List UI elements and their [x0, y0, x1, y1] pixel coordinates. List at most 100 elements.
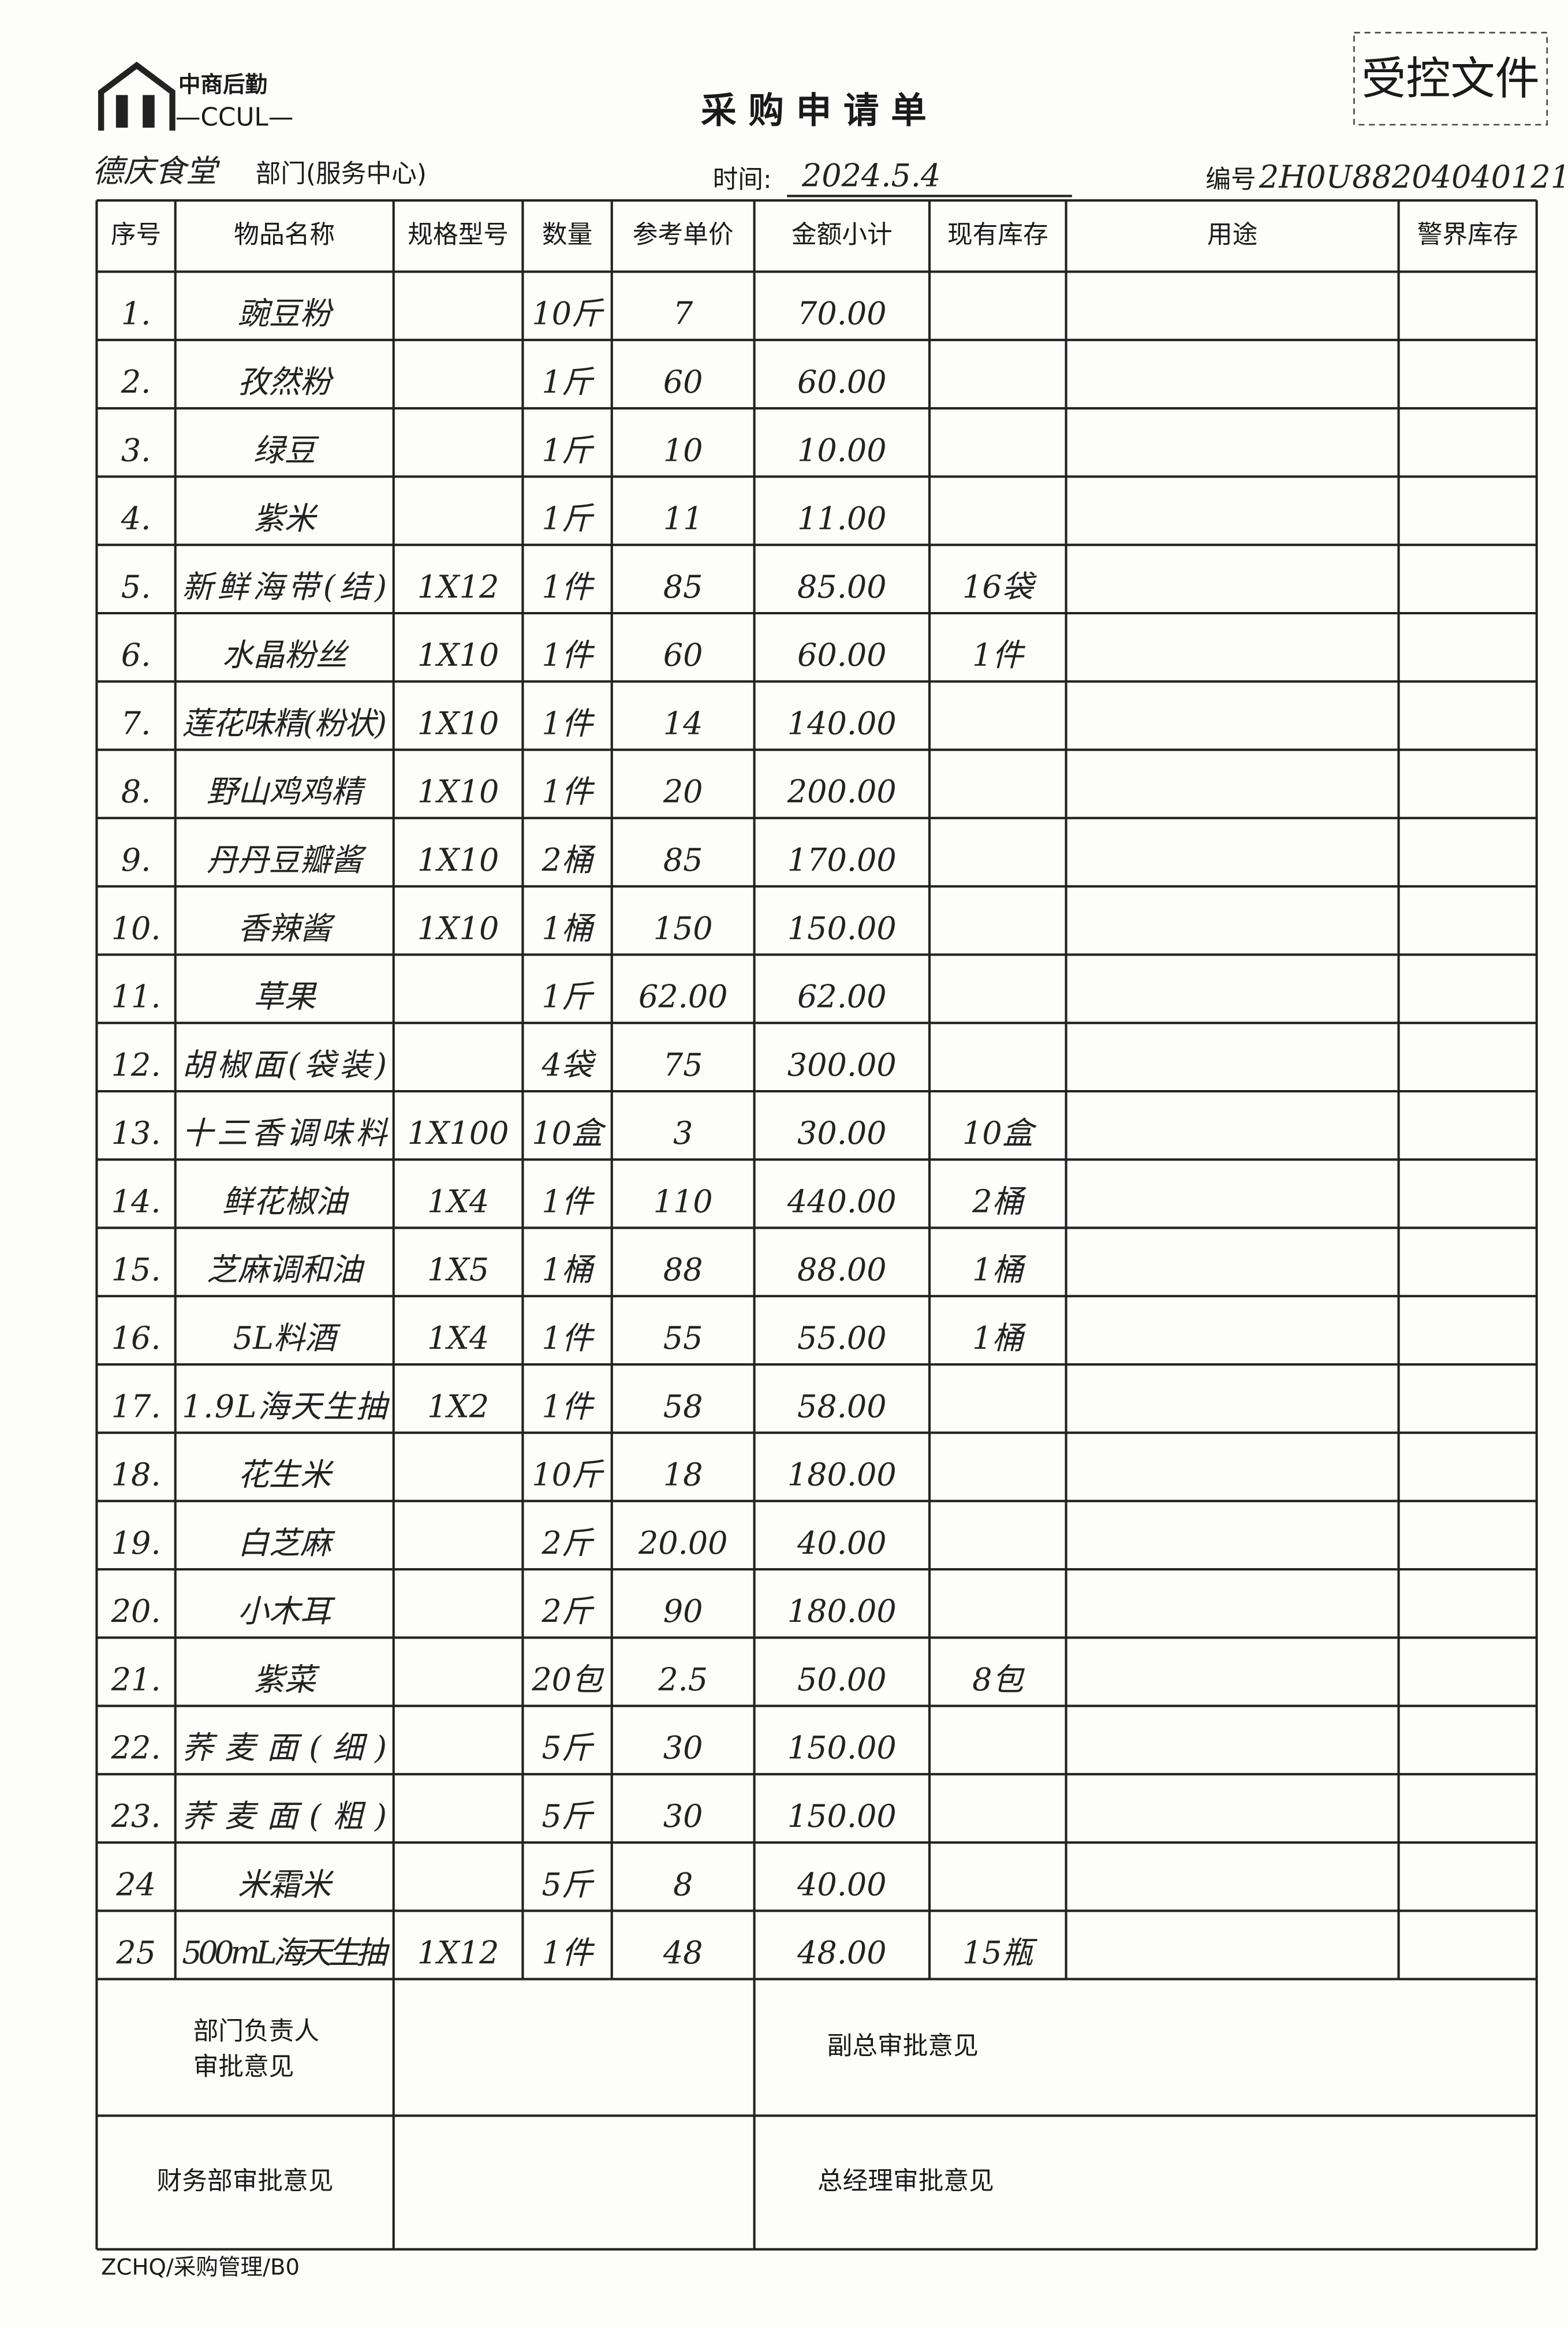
cell-price: 7 — [673, 296, 693, 332]
cell-amount: 40.00 — [797, 1866, 887, 1902]
cell-qty: 4袋 — [541, 1047, 596, 1083]
column-header: 序号 — [111, 220, 161, 249]
cell-qty: 5斤 — [542, 1730, 594, 1766]
cell-price: 20.00 — [638, 1525, 728, 1561]
cell-price: 90 — [663, 1593, 703, 1629]
cell-qty: 10斤 — [532, 1457, 604, 1493]
cell-name: 小木耳 — [238, 1593, 336, 1629]
cell-no: 2. — [121, 364, 151, 400]
cell-name: 豌豆粉 — [238, 296, 334, 332]
cell-name: 500mL海天生抽 — [182, 1935, 390, 1971]
column-header: 现有库存 — [947, 220, 1048, 249]
cell-amount: 150.00 — [787, 1730, 897, 1766]
cell-amount: 48.00 — [797, 1935, 887, 1971]
approval-label: 副总审批意见 — [827, 2031, 979, 2061]
cell-name: 紫菜 — [253, 1661, 320, 1697]
cell-qty: 1件 — [542, 637, 595, 673]
number-label: 编号 — [1205, 165, 1256, 195]
cell-qty: 2斤 — [541, 1593, 594, 1629]
cell-amount: 170.00 — [787, 842, 897, 878]
cell-price: 85 — [663, 842, 703, 878]
cell-price: 18 — [663, 1457, 703, 1493]
cell-spec: 1X5 — [427, 1252, 489, 1288]
cell-qty: 5斤 — [542, 1866, 594, 1902]
cell-stock: 1件 — [972, 637, 1025, 673]
cell-amount: 180.00 — [787, 1457, 897, 1493]
cell-no: 5. — [121, 569, 151, 605]
stamp: 受控文件 — [1361, 53, 1540, 105]
cell-qty: 10斤 — [532, 296, 604, 332]
cell-qty: 1斤 — [542, 979, 594, 1015]
cell-spec: 1X4 — [427, 1320, 489, 1356]
cell-no: 20. — [111, 1593, 161, 1629]
approval-label: 部门负责人 — [193, 2016, 320, 2046]
cell-price: 30 — [663, 1730, 703, 1766]
cell-spec: 1X100 — [408, 1115, 509, 1151]
cell-amount: 150.00 — [787, 1798, 897, 1834]
cell-name: 芝麻调和油 — [207, 1252, 365, 1288]
cell-price: 88 — [663, 1252, 703, 1288]
cell-name: 鲜花椒油 — [222, 1183, 350, 1219]
cell-qty: 1件 — [542, 1388, 595, 1424]
approval-label: 审批意见 — [193, 2052, 294, 2081]
cell-no: 22. — [111, 1730, 161, 1766]
cell-amount: 55.00 — [797, 1320, 887, 1356]
cell-amount: 180.00 — [787, 1593, 897, 1629]
cell-qty: 20包 — [531, 1661, 604, 1697]
cell-price: 75 — [663, 1047, 703, 1083]
cell-no: 21. — [111, 1661, 161, 1697]
cell-stock: 10盒 — [962, 1115, 1037, 1151]
cell-spec: 1X4 — [427, 1183, 489, 1219]
cell-spec: 1X2 — [427, 1388, 489, 1424]
cell-amount: 60.00 — [797, 637, 887, 673]
cell-name: 白芝麻 — [238, 1525, 335, 1561]
logo-en: —CCUL— — [176, 103, 294, 132]
cell-no: 1. — [121, 296, 151, 332]
cell-spec: 1X10 — [417, 910, 499, 946]
cell-qty: 2斤 — [541, 1525, 594, 1561]
time-label: 时间: — [713, 165, 772, 195]
stamp-box — [1353, 32, 1548, 126]
cell-qty: 1斤 — [542, 501, 594, 537]
logo — [98, 61, 176, 131]
cell-name: 丹丹豆瓣酱 — [207, 842, 367, 878]
cell-no: 19. — [111, 1525, 161, 1561]
column-header: 规格型号 — [408, 220, 509, 249]
cell-no: 17. — [111, 1388, 161, 1424]
column-header: 参考单价 — [633, 220, 734, 249]
cell-amount: 10.00 — [797, 432, 887, 468]
cell-no: 13. — [111, 1115, 161, 1151]
cell-amount: 88.00 — [797, 1252, 887, 1288]
cell-name: 花生米 — [238, 1457, 334, 1493]
cell-name: 5L料酒 — [233, 1320, 341, 1356]
cell-amount: 62.00 — [797, 979, 887, 1015]
cell-amount: 300.00 — [787, 1047, 897, 1083]
cell-amount: 50.00 — [797, 1661, 887, 1697]
column-header: 用途 — [1207, 220, 1257, 249]
cell-amount: 11.00 — [797, 501, 887, 537]
cell-stock: 1桶 — [972, 1252, 1026, 1288]
cell-price: 10 — [663, 432, 703, 468]
column-header: 数量 — [542, 220, 592, 249]
cell-no: 18. — [111, 1457, 161, 1493]
cell-price: 62.00 — [639, 979, 728, 1015]
cell-price: 150 — [654, 910, 713, 946]
title: 采购申请单 — [701, 90, 938, 132]
logo-cn: 中商后勤 — [178, 72, 267, 98]
cell-qty: 1件 — [542, 1320, 595, 1356]
cell-spec: 1X12 — [417, 1935, 499, 1971]
cell-amount: 200.00 — [787, 774, 897, 810]
cell-no: 11. — [111, 979, 161, 1015]
cell-qty: 1桶 — [542, 910, 596, 946]
approval-label: 总经理审批意见 — [817, 2166, 994, 2196]
cell-name: 米霜米 — [238, 1866, 334, 1902]
cell-amount: 140.00 — [787, 705, 897, 741]
cell-qty: 2桶 — [541, 842, 596, 878]
cell-name: 紫米 — [253, 501, 319, 537]
cell-name: 野山鸡鸡精 — [207, 774, 367, 810]
cell-no: 3. — [121, 432, 151, 468]
cell-spec: 1X12 — [417, 569, 499, 605]
cell-price: 3 — [673, 1115, 693, 1151]
cell-no: 25 — [115, 1935, 156, 1971]
